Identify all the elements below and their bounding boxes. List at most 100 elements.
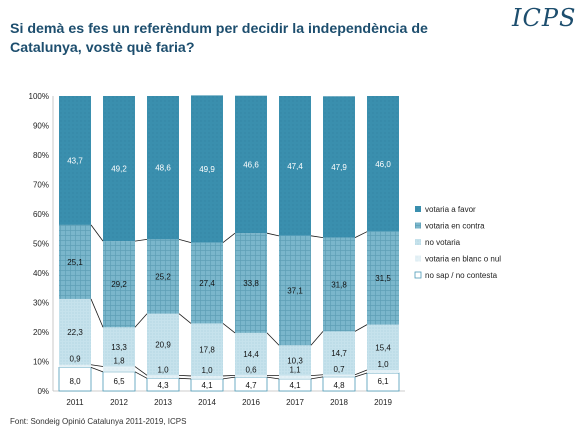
data-label: 0,7 — [333, 365, 345, 374]
legend-label: votaria en blanc o nul — [425, 255, 501, 264]
data-label: 4,7 — [245, 381, 257, 390]
data-label: 31,5 — [375, 274, 391, 283]
bar-segment — [323, 237, 355, 332]
connector-line — [90, 298, 104, 328]
bar-segment — [191, 242, 223, 324]
connector-line — [222, 374, 236, 377]
connector-line — [354, 372, 368, 378]
bar-segment — [147, 375, 179, 379]
data-label: 48,6 — [155, 164, 171, 173]
y-tick-label: 20% — [33, 328, 49, 337]
connector-line — [178, 374, 192, 377]
bar-segment — [279, 375, 311, 379]
y-tick-label: 0% — [37, 387, 49, 396]
bar-segment — [367, 370, 399, 374]
data-label: 1,8 — [113, 357, 125, 366]
y-tick-label: 60% — [33, 210, 49, 219]
icps-logo: ICPS — [512, 4, 577, 32]
bar-segment — [103, 366, 135, 372]
bar-segment — [191, 323, 223, 376]
connector-line — [266, 376, 280, 380]
data-label: 6,1 — [377, 377, 389, 386]
data-label: 25,2 — [155, 273, 171, 282]
bar-segment — [279, 96, 311, 236]
x-tick-label: 2016 — [242, 398, 260, 407]
y-tick-label: 100% — [29, 92, 49, 101]
data-label: 49,9 — [199, 165, 215, 174]
data-label: 37,1 — [287, 287, 303, 296]
y-tick-label: 40% — [33, 269, 49, 278]
legend-label: votaria a favor — [425, 205, 476, 214]
chart-title: Si demà es fes un referèndum per decidir… — [10, 21, 428, 56]
bar-segment — [323, 96, 355, 238]
legend-swatch — [414, 271, 422, 279]
bar-segment — [367, 231, 399, 325]
data-label: 22,3 — [67, 328, 83, 337]
x-tick-label: 2014 — [198, 398, 216, 407]
bar-segment — [191, 95, 223, 243]
connector-line — [90, 224, 104, 242]
bar-segment — [367, 324, 399, 371]
bar-segment — [147, 239, 179, 314]
bar-segment — [147, 313, 179, 376]
data-label: 47,9 — [331, 163, 347, 172]
y-tick-label: 10% — [33, 358, 49, 367]
connector-line — [178, 238, 192, 244]
legend-label: votaria en contra — [425, 222, 485, 231]
connector-line — [134, 366, 148, 376]
legend-swatch — [415, 206, 421, 212]
bar-segment — [323, 331, 355, 375]
connector-line — [90, 367, 104, 373]
data-label: 4,8 — [333, 381, 345, 390]
connector-line — [266, 332, 280, 346]
data-label: 1,0 — [157, 365, 169, 374]
data-label: 25,1 — [67, 258, 83, 267]
connector-line — [90, 364, 104, 367]
bar-segment — [234, 376, 268, 392]
bar-segment — [323, 374, 355, 377]
data-label: 1,1 — [289, 366, 301, 375]
data-label: 1,0 — [377, 360, 389, 369]
connector-line — [310, 376, 324, 380]
data-label: 15,4 — [375, 343, 391, 352]
data-label: 4,1 — [289, 381, 301, 390]
bar-segment — [235, 95, 267, 234]
x-tick-label: 2012 — [110, 398, 128, 407]
connector-line — [222, 232, 236, 243]
data-label: 6,5 — [113, 377, 125, 386]
connector-line — [310, 331, 324, 346]
data-label: 4,1 — [201, 381, 213, 390]
data-label: 29,2 — [111, 280, 127, 289]
x-tick-label: 2018 — [330, 398, 348, 407]
data-label: 14,7 — [331, 349, 347, 358]
connector-line — [134, 238, 148, 242]
bar-segment — [103, 96, 135, 242]
y-tick-label: 70% — [33, 181, 49, 190]
data-label: 46,0 — [375, 160, 391, 169]
connector-line — [134, 313, 148, 328]
legend-swatch — [415, 222, 421, 229]
connector-line — [310, 374, 324, 377]
connector-line — [354, 369, 368, 376]
y-tick-label: 50% — [33, 240, 49, 249]
data-label: 1,0 — [201, 366, 213, 375]
bar-segment — [279, 235, 311, 346]
data-label: 8,0 — [69, 377, 81, 386]
bar-segment — [367, 96, 399, 232]
bar-segment — [59, 96, 91, 225]
bar-segment — [103, 327, 135, 367]
data-label: 14,4 — [243, 350, 259, 359]
bar-segment — [103, 241, 135, 328]
x-tick-label: 2019 — [374, 398, 392, 407]
data-label: 33,8 — [243, 279, 259, 288]
y-tick-label: 30% — [33, 299, 49, 308]
connector-line — [310, 235, 324, 238]
bar-segment — [279, 345, 311, 376]
data-label: 46,6 — [243, 160, 259, 169]
bar-segment — [59, 364, 91, 368]
bar-segment — [59, 224, 91, 299]
connector-line — [178, 313, 192, 324]
data-label: 0,9 — [69, 355, 81, 364]
bar-segment — [191, 375, 223, 379]
